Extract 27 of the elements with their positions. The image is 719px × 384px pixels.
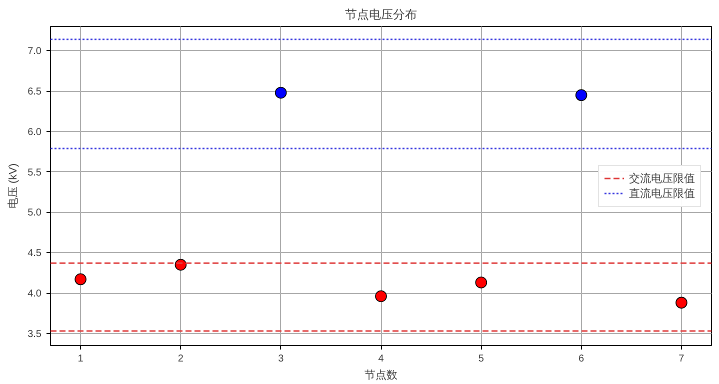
point xyxy=(475,276,488,288)
legend-label: 直流电压限值 xyxy=(629,186,695,200)
x-tick-label: 2 xyxy=(178,354,184,364)
point xyxy=(676,296,688,309)
x-tick-label: 3 xyxy=(278,354,284,364)
chart-title: 节点电压分布 xyxy=(345,8,417,22)
y-tick-label: 6.5 xyxy=(28,86,42,98)
y-axis-title: 电压 (kV) xyxy=(6,163,20,209)
x-tick-label: 4 xyxy=(378,354,384,364)
point xyxy=(74,273,86,286)
x-tick-label: 6 xyxy=(578,354,585,364)
point xyxy=(274,86,287,99)
y-tick-label: 5.5 xyxy=(28,167,42,178)
y-tick-label: 3.5 xyxy=(28,328,42,340)
y-tick-label: 6.0 xyxy=(28,126,42,138)
x-tick-label: 5 xyxy=(478,354,484,364)
point xyxy=(174,258,187,271)
x-tick-label: 7 xyxy=(678,354,685,364)
point xyxy=(375,290,387,302)
y-tick-label: 5.0 xyxy=(28,208,42,219)
y-tick-label: 4.0 xyxy=(28,288,42,300)
x-tick-label: 1 xyxy=(78,354,84,364)
legend-label: 交流电压限值 xyxy=(629,172,695,186)
y-tick-label: 7.0 xyxy=(28,46,42,58)
x-axis-title: 节点数 xyxy=(364,368,398,382)
y-tick-label: 4.5 xyxy=(28,248,42,260)
point xyxy=(575,89,588,102)
